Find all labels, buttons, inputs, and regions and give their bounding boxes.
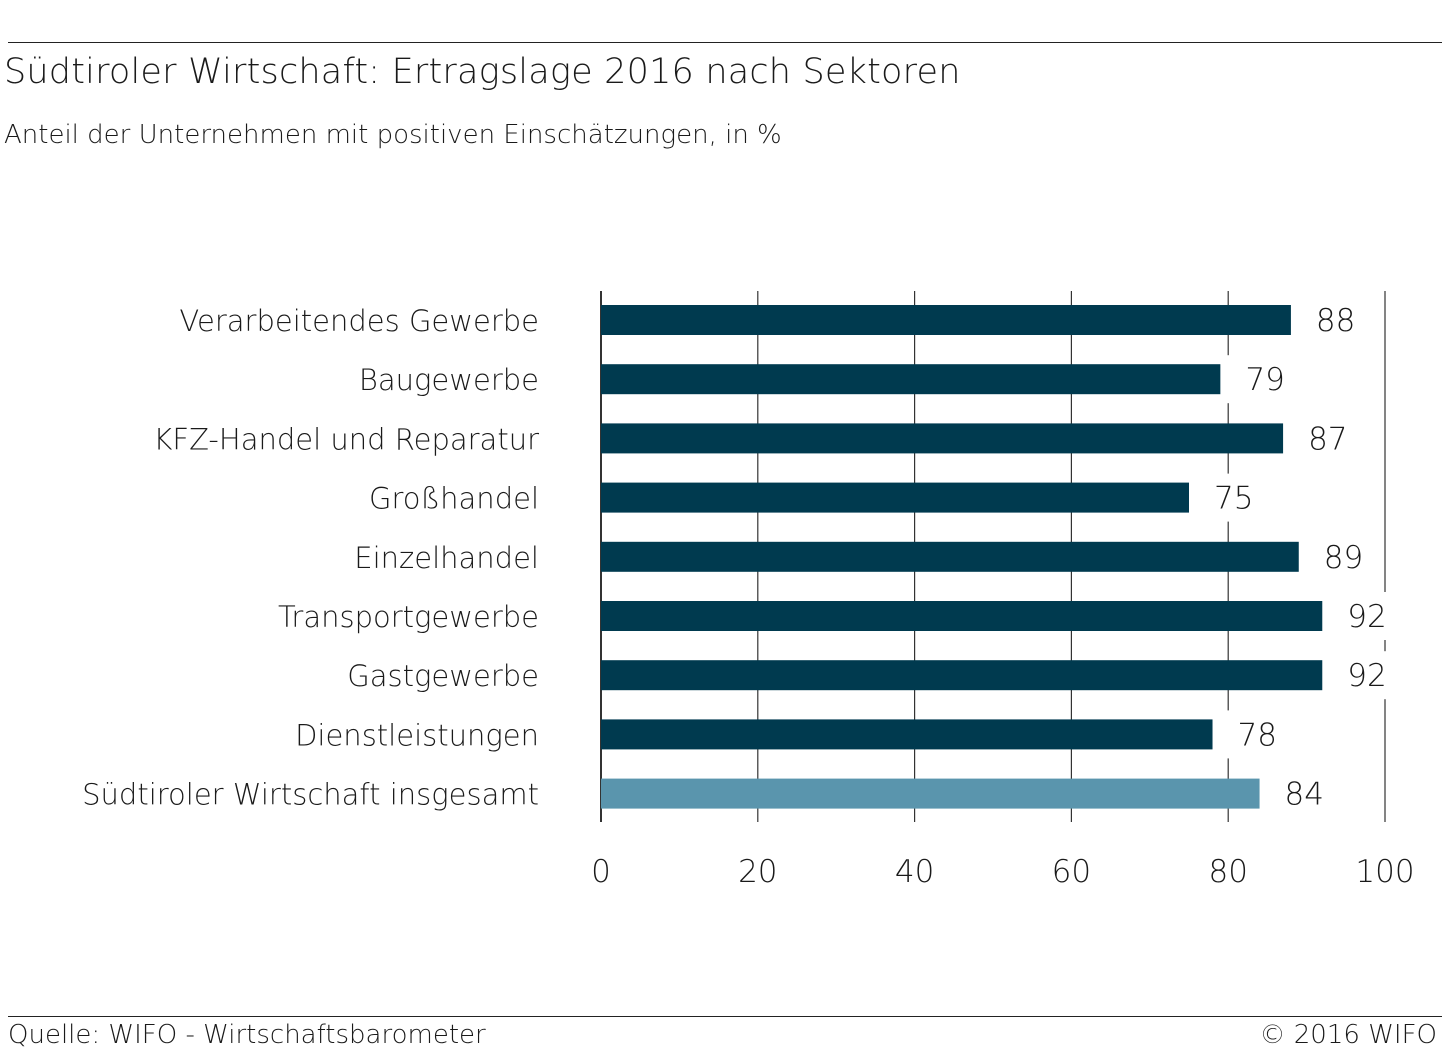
value-label-backdrop [1326,592,1393,640]
x-tick-label: 60 [1052,854,1091,890]
bottom-rule [8,1016,1442,1017]
data-label: 75 [1214,481,1253,517]
value-label-backdrop [1193,473,1259,522]
category-label: Verarbeitendes Gewerbe [179,304,539,338]
category-label: Baugewerbe [359,363,539,397]
x-tick-label: 0 [591,854,611,890]
bar-chart: 0 20 40 60 80 100 88 Verarbeitendes Gewerbe 79 Ba… [82,291,1415,890]
category-label: Gastgewerbe [347,659,539,693]
bar [601,482,1189,513]
copyright-note: © 2016 WIFO [1259,1020,1438,1050]
data-label: 87 [1308,421,1347,457]
source-note: Quelle: WIFO - Wirtschaftsbarometer [8,1020,486,1050]
value-label-backdrop [1294,296,1361,344]
data-label: 88 [1316,303,1355,339]
bar [601,305,1291,335]
value-label-backdrop [1302,532,1369,581]
category-label: Einzelhandel [354,541,539,575]
bar [601,601,1323,631]
category-label: Transportgewerbe [278,600,539,634]
bar [601,364,1221,395]
chart-title: Südtiroler Wirtschaft: Ertragslage 2016 … [4,52,961,92]
value-label-backdrop [1263,769,1330,818]
bar [601,778,1260,809]
bar [601,423,1284,454]
data-label: 78 [1238,717,1277,753]
data-label: 92 [1347,599,1386,635]
data-label: 89 [1324,540,1363,576]
top-rule [8,42,1442,43]
category-label: KFZ-Handel und Reparatur [153,422,539,456]
data-label: 84 [1285,777,1324,813]
bar [601,541,1299,572]
category-label: Dienstleistungen [295,718,539,752]
category-label: Großhandel [369,482,539,516]
value-label-backdrop [1216,710,1283,759]
value-label-backdrop [1224,355,1291,404]
x-tick-label: 20 [738,854,777,890]
value-label-backdrop [1287,414,1354,463]
bar [601,719,1213,750]
data-label: 92 [1347,658,1386,694]
x-tick-label: 80 [1208,854,1247,890]
x-tick-label: 100 [1355,854,1414,890]
data-label: 79 [1245,362,1284,398]
bar [601,660,1323,691]
value-label-backdrop [1326,651,1393,700]
x-tick-label: 40 [895,854,934,890]
chart-subtitle: Anteil der Unternehmen mit positiven Ein… [4,120,782,150]
category-label: Südtiroler Wirtschaft insgesamt [82,778,539,812]
